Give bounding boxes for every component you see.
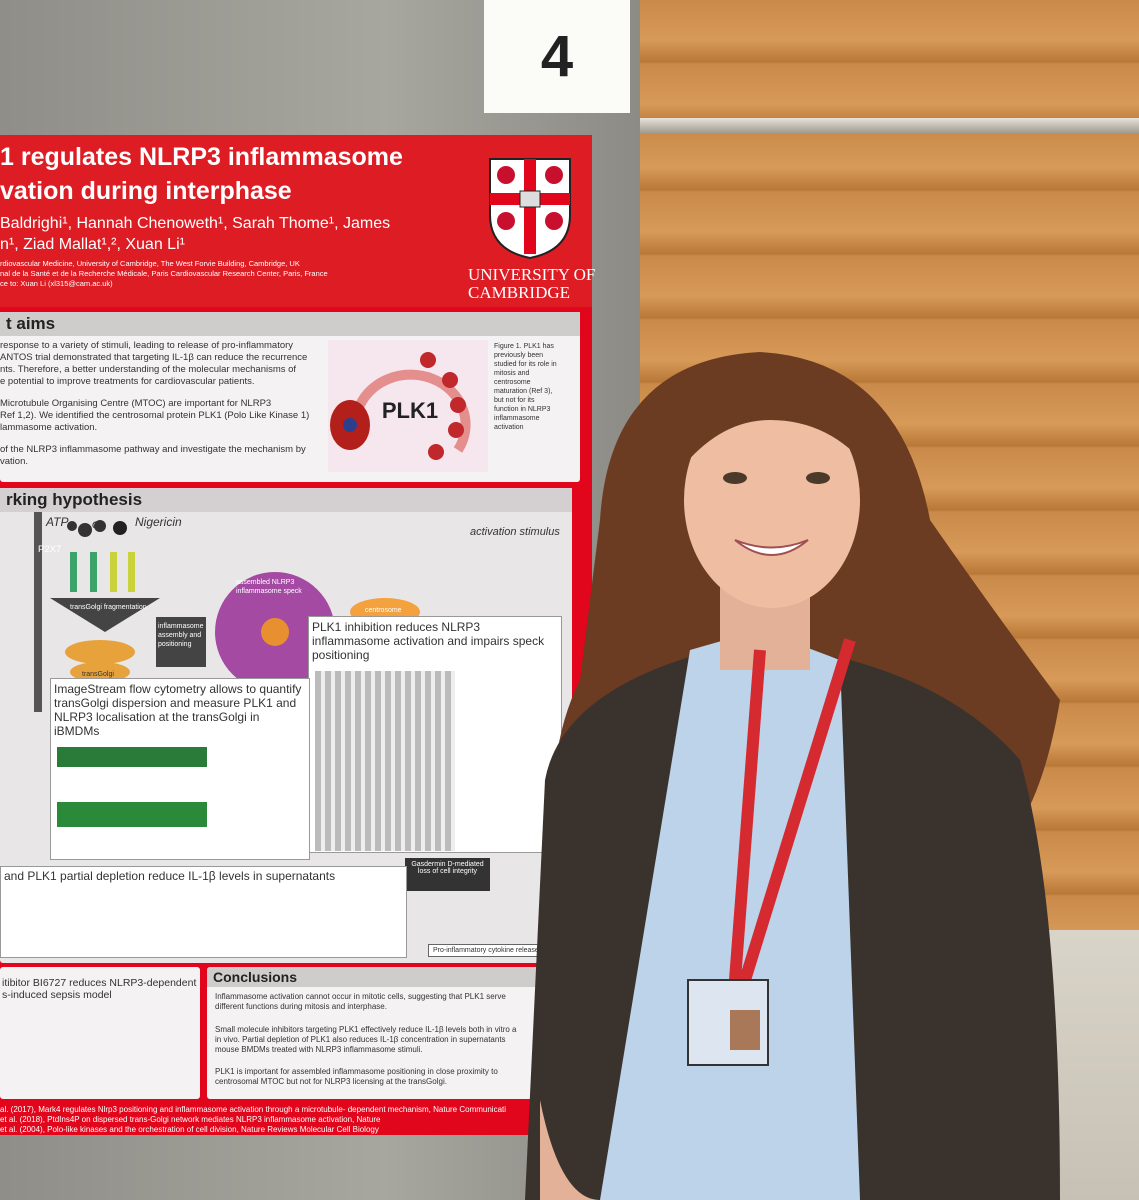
logo-text: CAMBRIDGE: [468, 283, 571, 302]
aims-line: lammasome activation.: [0, 422, 98, 433]
diagram-label: assembled NLRP3 inflammasome speck: [236, 579, 302, 595]
caption-line: previously been: [494, 352, 544, 359]
hypothesis-panel: rking hypothesis or ATP Nigericin P2X7 a…: [0, 488, 572, 963]
conclusion-line: PLK1 is important for assembled inflamma…: [215, 1067, 498, 1076]
aims-line: vation.: [0, 456, 28, 467]
conclusions-panel: Conclusions Inflammasome activation cann…: [207, 967, 542, 1099]
section-heading: t aims: [0, 312, 580, 336]
rail: [640, 118, 1139, 134]
diagram-label: activation stimulus: [470, 526, 560, 538]
diagram-label: transGolgi: [82, 671, 114, 678]
caption-line: inflammasome: [494, 415, 540, 422]
diagram-label: ATP: [46, 515, 69, 529]
box-heading: and PLK1 partial depletion reduce IL-1β …: [4, 869, 336, 883]
figure-1: PLK1: [328, 340, 488, 472]
poster: 1 regulates NLRP3 inflammasome vation du…: [0, 135, 596, 1135]
title: 1 regulates NLRP3 inflammasome: [0, 143, 403, 171]
caption-line: but not for its: [494, 397, 535, 404]
authors: Baldrighi¹, Hannah Chenoweth¹, Sarah Tho…: [0, 215, 391, 232]
conclusion-line: centrosomal MTOC but not for NLRP3 licen…: [215, 1077, 447, 1086]
caption-line: maturation (Ref 3),: [494, 388, 553, 395]
reference: et al. (2018), PtdIns4P on dispersed tra…: [0, 1115, 381, 1124]
section-heading: rking hypothesis: [0, 488, 572, 512]
diagram-label: inflammasome assembly and positioning: [158, 623, 204, 648]
il1b-box: and PLK1 partial depletion reduce IL-1β …: [0, 866, 407, 958]
title: vation during interphase: [0, 177, 292, 205]
caption-line: Figure 1. PLK1 has: [494, 343, 554, 350]
crest: [489, 158, 571, 260]
aims-line: nts. Therefore, a better understanding o…: [0, 364, 297, 375]
aims-line: response to a variety of stimuli, leadin…: [0, 340, 294, 351]
reference: et al. (2004), Polo-like kinases and the…: [0, 1125, 379, 1134]
conclusion-line: mouse BMDMs treated with NLRP3 inflammas…: [215, 1045, 423, 1054]
aims-line: of the NLRP3 inflammasome pathway and in…: [0, 444, 306, 455]
cytokine-label: Pro-inflammatory cytokine release: [428, 944, 544, 957]
sepsis-heading: s-induced sepsis model: [2, 989, 112, 1001]
affiliation: ce to: Xuan Li (xl315@cam.ac.uk): [0, 279, 113, 288]
diagram-label: transGolgi fragmentation: [70, 604, 147, 611]
plk1-box: PLK1 inhibition reduces NLRP3 inflammaso…: [308, 616, 562, 853]
authors: n¹, Ziad Mallat¹,², Xuan Li¹: [0, 236, 185, 253]
caption-line: studied for its role in: [494, 361, 557, 368]
box-heading: PLK1 inhibition reduces NLRP3 inflammaso…: [312, 620, 545, 662]
sepsis-panel: itibitor BI6727 reduces NLRP3-dependent …: [0, 967, 200, 1099]
hypothesis-diagram: or: [34, 512, 420, 712]
box-heading: ImageStream flow cytometry allows to qua…: [54, 682, 302, 738]
board-number: 4: [484, 0, 630, 113]
aims-line: Microtubule Organising Centre (MTOC) are…: [0, 398, 272, 409]
gasdermin-label: Gasdermin D-mediated loss of cell integr…: [405, 858, 490, 891]
caption-line: activation: [494, 424, 524, 431]
aims-line: e potential to improve treatments for ca…: [0, 376, 255, 387]
section-heading: Conclusions: [207, 967, 542, 987]
conclusion-line: in vivo. Partial depletion of PLK1 also …: [215, 1035, 506, 1044]
logo-text: UNIVERSITY OF: [468, 265, 596, 284]
aims-panel: t aims response to a variety of stimuli,…: [0, 312, 580, 482]
aims-line: ANTOS trial demonstrated that targeting …: [0, 352, 308, 363]
affiliation: rdiovascular Medicine, University of Cam…: [0, 259, 300, 268]
diagram-label: centrosome: [365, 607, 402, 614]
figure-caption: Figure 1. PLK1 has previously been studi…: [494, 342, 557, 432]
caption-line: function in NLRP3: [494, 406, 551, 413]
caption-line: mitosis and: [494, 370, 530, 377]
histograms: [57, 747, 207, 847]
sepsis-heading: itibitor BI6727 reduces NLRP3-dependent: [2, 977, 197, 989]
caption-line: centrosome: [494, 379, 531, 386]
aims-line: Ref 1,2). We identified the centrosomal …: [0, 410, 310, 421]
western-blot: [315, 671, 455, 851]
diagram-label: Nigericin: [135, 515, 182, 529]
imagestream-box: ImageStream flow cytometry allows to qua…: [50, 678, 310, 860]
affiliation: nal de la Santé et de la Recherche Médic…: [0, 269, 328, 278]
conclusion-line: Small molecule inhibitors targeting PLK1…: [215, 1025, 517, 1034]
figure-label: PLK1: [382, 398, 438, 423]
references: al. (2017), Mark4 regulates Nlrp3 positi…: [0, 1103, 510, 1135]
conclusion-line: Inflammasome activation cannot occur in …: [215, 992, 506, 1001]
diagram-label: P2X7: [38, 544, 62, 555]
poster-header: 1 regulates NLRP3 inflammasome vation du…: [0, 135, 596, 307]
diagram-label: or: [92, 517, 104, 531]
reference: al. (2017), Mark4 regulates Nlrp3 positi…: [0, 1105, 507, 1114]
conclusion-line: different functions during mitosis and i…: [215, 1002, 387, 1011]
